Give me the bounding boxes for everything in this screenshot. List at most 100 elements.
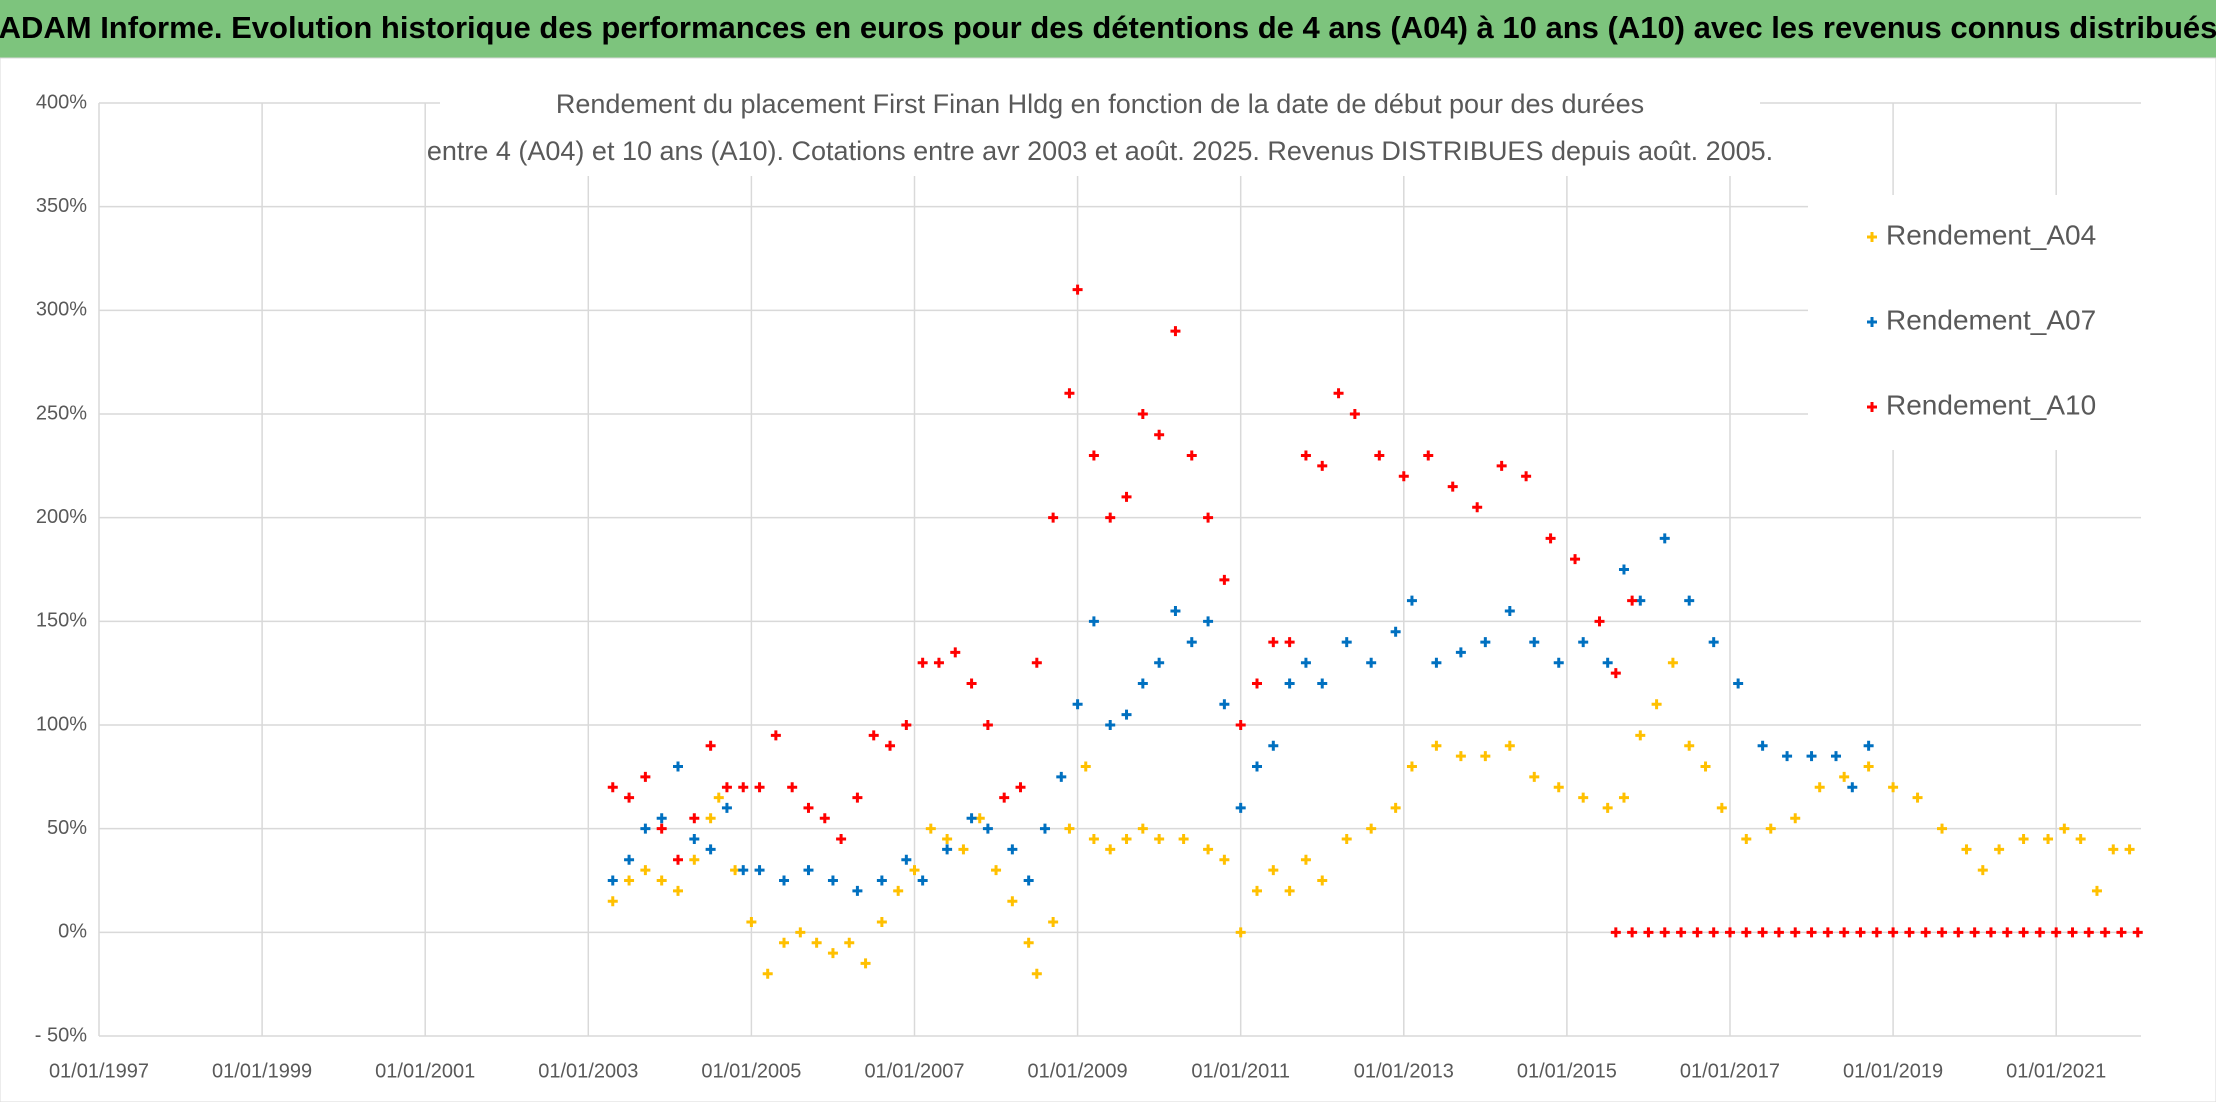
- point: [868, 730, 879, 741]
- legend-marker: [1867, 317, 1877, 327]
- point: [1317, 678, 1328, 689]
- point: [1268, 637, 1279, 648]
- point: [1888, 782, 1899, 793]
- y-tick-label: - 50%: [35, 1024, 87, 1046]
- point: [1651, 699, 1662, 710]
- point: [762, 968, 773, 979]
- legend-marker: [1867, 402, 1877, 412]
- point: [1039, 823, 1050, 834]
- point: [1839, 927, 1850, 938]
- point: [1252, 761, 1262, 772]
- point: [1088, 834, 1099, 845]
- point: [1341, 834, 1352, 845]
- point: [1455, 751, 1466, 762]
- point: [1137, 678, 1148, 689]
- point: [2132, 927, 2143, 938]
- point: [1137, 409, 1148, 419]
- point: [624, 875, 635, 886]
- title-box: [440, 84, 1760, 176]
- x-tick-label: 01/01/2011: [1191, 1060, 1290, 1082]
- point: [689, 854, 700, 865]
- point: [656, 813, 667, 824]
- point: [1741, 927, 1752, 938]
- point: [1284, 678, 1295, 689]
- point: [1765, 823, 1776, 834]
- point: [860, 958, 871, 969]
- point: [1504, 740, 1515, 751]
- point: [779, 875, 790, 886]
- frame: [0, 57, 2216, 1102]
- point: [1977, 865, 1988, 876]
- point: [2002, 927, 2013, 938]
- point: [1007, 896, 1018, 907]
- point: [1398, 471, 1409, 482]
- point: [1023, 875, 1034, 886]
- x-tick-label: 01/01/2007: [864, 1060, 964, 1082]
- point: [844, 937, 855, 948]
- point: [2067, 927, 2078, 938]
- point: [1447, 481, 1458, 492]
- point: [721, 782, 732, 793]
- point: [811, 937, 822, 948]
- point: [1610, 668, 1621, 679]
- point: [1806, 751, 1817, 762]
- point: [1627, 595, 1638, 606]
- point: [2108, 844, 2119, 855]
- point: [2059, 823, 2070, 834]
- point: [795, 927, 806, 938]
- point: [1741, 834, 1752, 845]
- point: [1252, 885, 1262, 896]
- point: [1790, 813, 1801, 824]
- point: [1366, 657, 1377, 668]
- point: [1814, 782, 1825, 793]
- point: [705, 740, 716, 751]
- point: [999, 792, 1010, 803]
- legend-label: Rendement_A07: [1886, 304, 2096, 335]
- point: [1300, 657, 1311, 668]
- point: [1578, 637, 1589, 648]
- point: [1137, 823, 1148, 834]
- point: [1618, 792, 1629, 803]
- point: [1700, 761, 1711, 772]
- point: [901, 854, 912, 865]
- point: [1708, 637, 1719, 648]
- point: [656, 823, 667, 834]
- point: [607, 896, 618, 907]
- point: [1602, 657, 1613, 668]
- point: [779, 937, 790, 948]
- point: [1121, 491, 1132, 502]
- legend-marker: [1867, 232, 1877, 242]
- point: [1219, 854, 1230, 865]
- header-title: ADAM Informe. Evolution historique des p…: [0, 10, 2216, 45]
- point: [738, 865, 749, 876]
- point: [803, 802, 814, 813]
- header-bar: [0, 0, 2216, 58]
- x-tick-label: 01/01/2009: [1028, 1060, 1128, 1082]
- point: [901, 720, 912, 730]
- point: [852, 885, 863, 896]
- chart-title: Rendement du placement First Finan Hldg …: [556, 89, 1644, 119]
- point: [1390, 802, 1401, 813]
- point: [1088, 450, 1099, 461]
- point: [1610, 927, 1621, 938]
- point: [746, 916, 757, 927]
- point: [1219, 574, 1230, 585]
- point: [1937, 927, 1948, 938]
- y-tick-label: 350%: [36, 195, 87, 217]
- point: [1431, 657, 1442, 668]
- point: [1390, 626, 1401, 637]
- point: [1154, 429, 1165, 440]
- point: [1757, 740, 1768, 751]
- point: [1847, 782, 1858, 793]
- point: [933, 657, 944, 668]
- point: [1627, 927, 1638, 938]
- point: [1064, 823, 1075, 834]
- point: [836, 834, 847, 845]
- point: [1863, 740, 1874, 751]
- y-tick-label: 50%: [47, 817, 87, 839]
- point: [1553, 657, 1564, 668]
- point: [1692, 927, 1703, 938]
- point: [1072, 284, 1083, 295]
- point: [1406, 595, 1417, 606]
